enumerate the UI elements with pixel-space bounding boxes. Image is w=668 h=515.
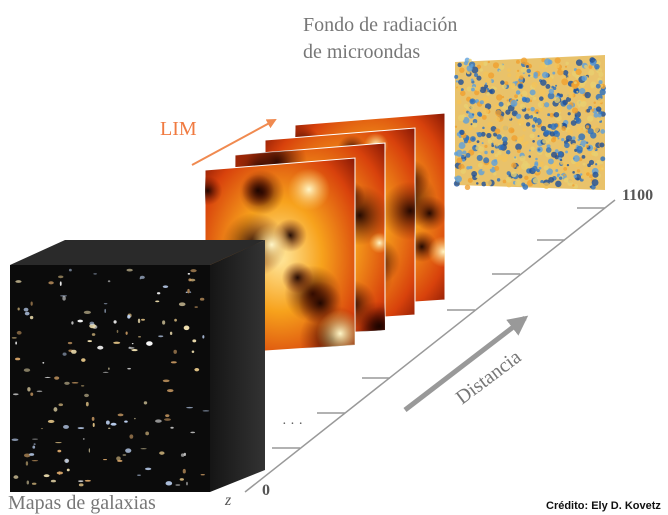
galaxies-label: Mapas de galaxias	[8, 492, 156, 514]
cmb-map	[454, 55, 606, 190]
cmb-title-line: de microondas	[303, 41, 420, 63]
lim-label: LIM	[160, 118, 197, 140]
ellipsis: · · ·	[282, 417, 303, 432]
axis-top-label: 1100	[622, 187, 653, 204]
cmb-title-line: Fondo de radiación	[303, 14, 457, 36]
galaxy-cube	[10, 240, 265, 492]
distance-label: Distancia	[452, 346, 526, 409]
axis-variable: z	[224, 492, 232, 509]
credit: Crédito: Ely D. Kovetz	[546, 500, 661, 512]
axis-bottom-label: 0	[262, 482, 270, 499]
diagram: Fondo de radiación de microondas LIM 110…	[0, 0, 668, 515]
